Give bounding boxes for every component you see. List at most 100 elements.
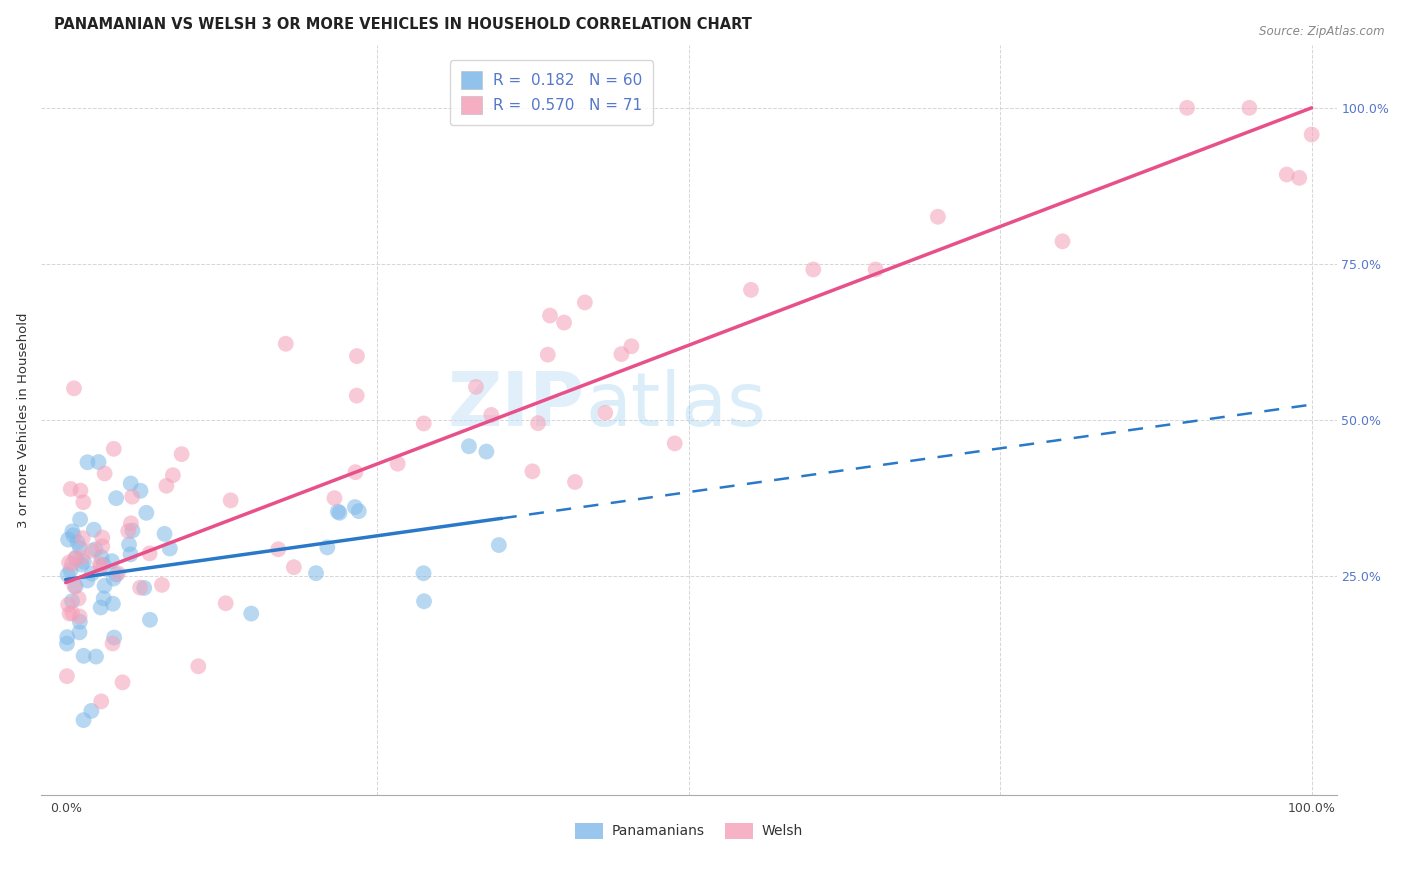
Point bbox=[63, 381, 86, 395]
Point bbox=[65, 551, 87, 566]
Y-axis label: 3 or more Vehicles in Household: 3 or more Vehicles in Household bbox=[17, 312, 30, 528]
Point bbox=[187, 659, 209, 673]
Point bbox=[80, 566, 103, 581]
Point bbox=[240, 607, 263, 621]
Point bbox=[574, 295, 596, 310]
Point bbox=[56, 533, 79, 547]
Point bbox=[90, 559, 112, 574]
Text: ZIP: ZIP bbox=[447, 368, 585, 442]
Point bbox=[87, 455, 110, 469]
Point bbox=[90, 600, 112, 615]
Point bbox=[58, 607, 80, 621]
Point bbox=[59, 563, 82, 577]
Point bbox=[93, 558, 115, 572]
Point bbox=[72, 495, 94, 509]
Point bbox=[65, 550, 87, 565]
Point bbox=[107, 566, 129, 581]
Point bbox=[56, 630, 79, 644]
Point bbox=[464, 380, 486, 394]
Point bbox=[89, 557, 111, 571]
Point bbox=[117, 524, 139, 538]
Point bbox=[412, 566, 434, 581]
Text: PANAMANIAN VS WELSH 3 OR MORE VEHICLES IN HOUSEHOLD CORRELATION CHART: PANAMANIAN VS WELSH 3 OR MORE VEHICLES I… bbox=[53, 17, 752, 32]
Point bbox=[326, 505, 349, 519]
Point bbox=[134, 581, 156, 595]
Point bbox=[103, 631, 125, 645]
Point bbox=[69, 541, 91, 555]
Point bbox=[801, 262, 824, 277]
Point bbox=[65, 579, 87, 593]
Point bbox=[593, 406, 616, 420]
Point bbox=[120, 548, 142, 562]
Point bbox=[538, 309, 561, 323]
Point bbox=[219, 493, 242, 508]
Point bbox=[346, 388, 368, 402]
Point bbox=[59, 482, 82, 496]
Point bbox=[343, 500, 366, 514]
Point bbox=[1301, 128, 1323, 142]
Point bbox=[1175, 101, 1198, 115]
Point bbox=[93, 579, 115, 593]
Point bbox=[62, 528, 84, 542]
Point bbox=[387, 457, 409, 471]
Point bbox=[413, 594, 436, 608]
Point bbox=[103, 572, 125, 586]
Point bbox=[93, 591, 115, 606]
Point bbox=[620, 339, 643, 353]
Point bbox=[105, 567, 128, 582]
Point bbox=[162, 468, 184, 483]
Point bbox=[153, 526, 176, 541]
Point bbox=[69, 609, 91, 624]
Point bbox=[72, 713, 94, 727]
Point bbox=[72, 531, 94, 545]
Point bbox=[129, 581, 152, 595]
Point bbox=[83, 523, 105, 537]
Point bbox=[72, 550, 94, 565]
Point bbox=[1275, 168, 1298, 182]
Point bbox=[58, 556, 80, 570]
Point bbox=[56, 567, 79, 582]
Point bbox=[537, 348, 560, 362]
Point bbox=[121, 490, 143, 504]
Point bbox=[56, 637, 79, 651]
Point bbox=[1052, 235, 1074, 249]
Point bbox=[488, 538, 510, 552]
Point bbox=[267, 542, 290, 557]
Point bbox=[76, 455, 98, 469]
Point bbox=[60, 524, 83, 539]
Point bbox=[553, 316, 575, 330]
Point bbox=[60, 557, 83, 571]
Point bbox=[527, 416, 550, 430]
Point bbox=[274, 336, 297, 351]
Point bbox=[90, 694, 112, 708]
Point bbox=[138, 546, 160, 560]
Point bbox=[865, 262, 887, 277]
Point bbox=[121, 524, 143, 538]
Point bbox=[91, 531, 114, 545]
Point bbox=[522, 464, 544, 478]
Point bbox=[328, 506, 350, 520]
Point bbox=[69, 483, 91, 498]
Point bbox=[101, 554, 124, 568]
Point bbox=[101, 597, 124, 611]
Point bbox=[412, 417, 434, 431]
Point bbox=[91, 539, 114, 553]
Point bbox=[118, 537, 141, 551]
Point bbox=[56, 598, 79, 612]
Point bbox=[76, 574, 98, 588]
Point bbox=[69, 615, 91, 629]
Point bbox=[129, 483, 152, 498]
Point bbox=[170, 447, 193, 461]
Point bbox=[67, 591, 90, 606]
Text: Source: ZipAtlas.com: Source: ZipAtlas.com bbox=[1260, 25, 1385, 38]
Point bbox=[120, 476, 142, 491]
Point bbox=[101, 636, 124, 650]
Point bbox=[84, 649, 107, 664]
Point bbox=[927, 210, 949, 224]
Point bbox=[139, 613, 162, 627]
Point bbox=[479, 408, 502, 422]
Point bbox=[305, 566, 328, 581]
Point bbox=[105, 491, 128, 505]
Point bbox=[564, 475, 586, 489]
Point bbox=[84, 542, 107, 557]
